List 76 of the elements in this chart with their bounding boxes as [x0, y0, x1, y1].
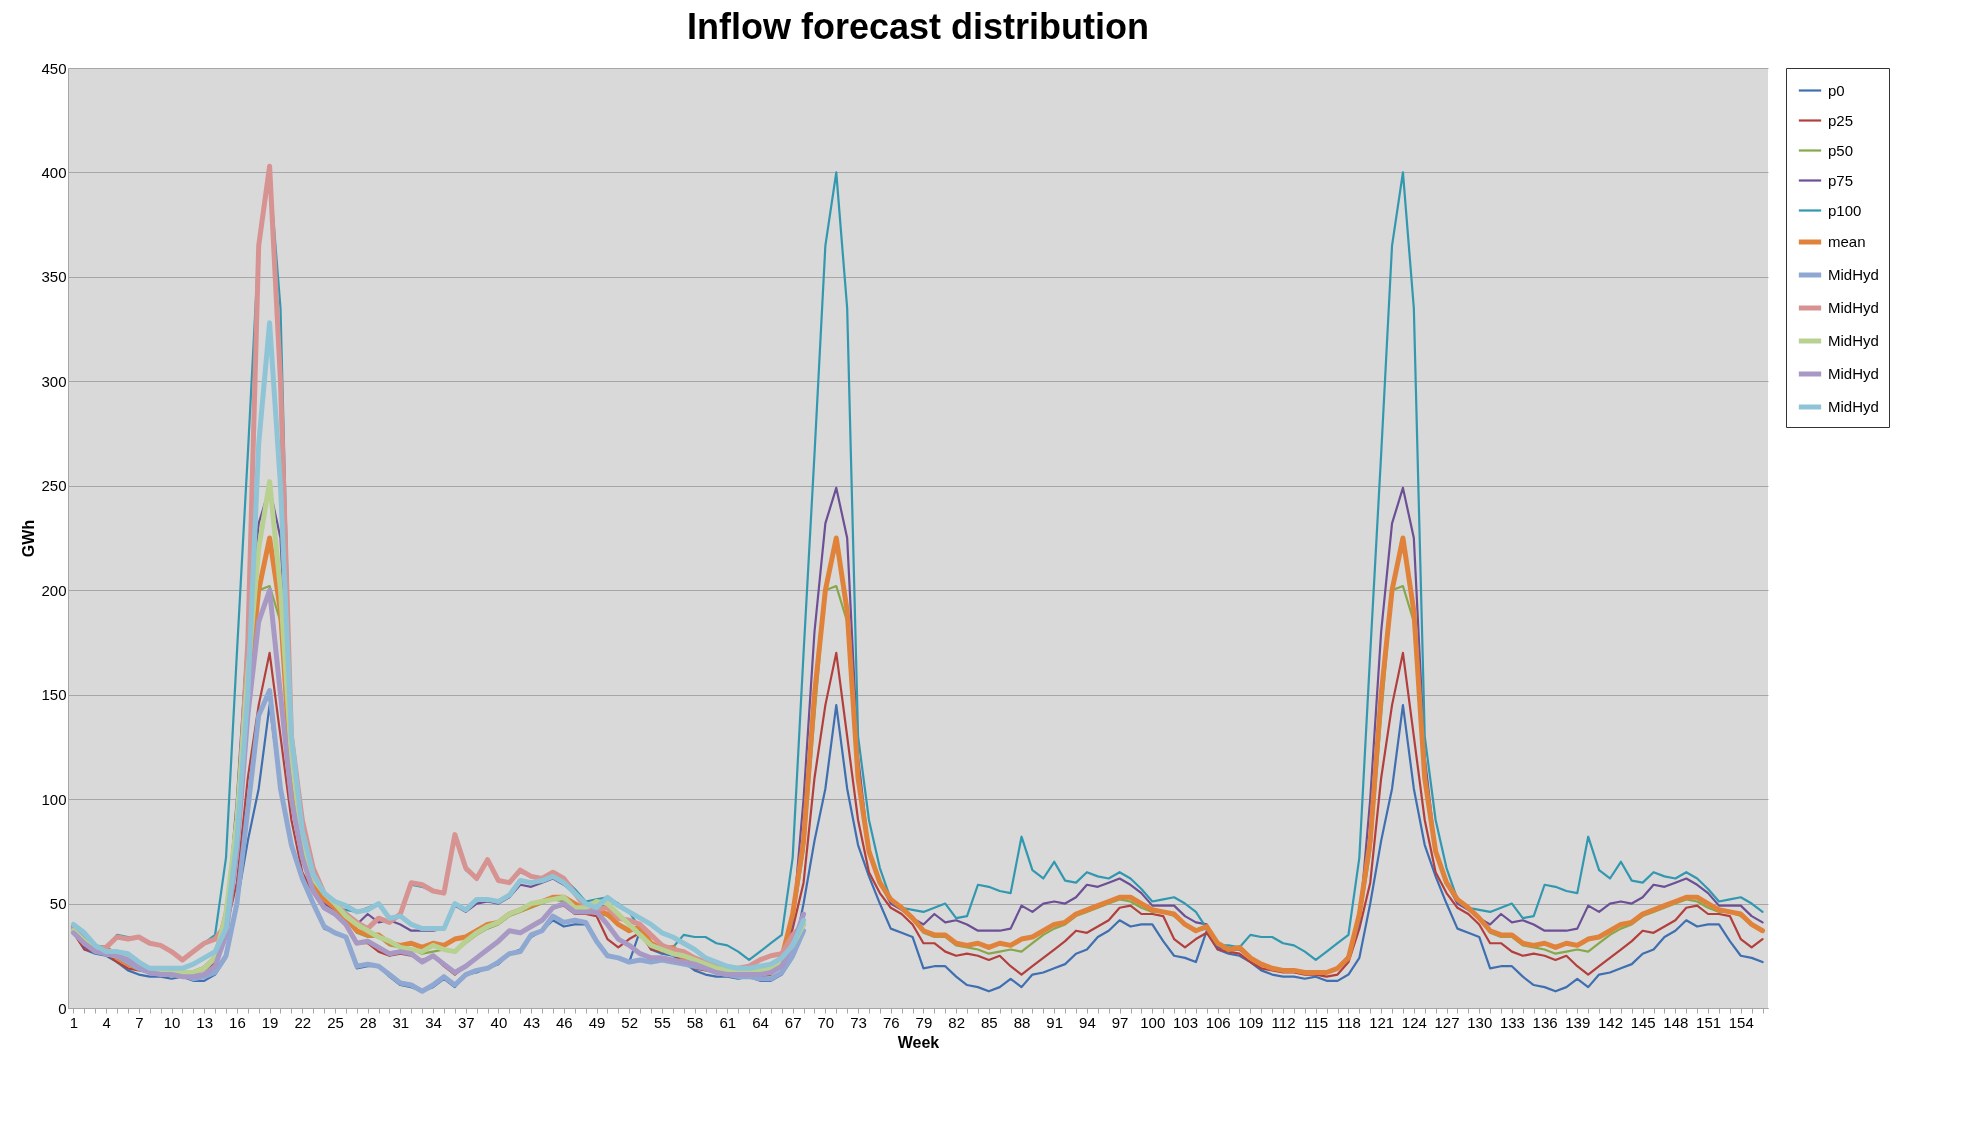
x-tick-label: 148: [1663, 1013, 1689, 1031]
y-tick-label: 250: [41, 477, 67, 495]
y-tick-label: 300: [41, 372, 67, 390]
x-tick-label: 115: [1304, 1013, 1329, 1031]
x-tick-label: 4: [102, 1013, 111, 1031]
x-tick-label: 79: [915, 1013, 933, 1031]
legend-label: p75: [1828, 171, 1854, 189]
x-tick-label: 94: [1079, 1013, 1096, 1031]
legend-label: p25: [1828, 111, 1854, 129]
legend-label: p50: [1828, 141, 1854, 159]
x-tick-label: 22: [294, 1013, 312, 1031]
x-tick-label: 112: [1271, 1013, 1296, 1031]
x-tick-label: 109: [1238, 1013, 1264, 1031]
y-tick-label: 350: [41, 268, 67, 286]
x-tick-label: 130: [1467, 1013, 1493, 1031]
x-tick-label: 67: [784, 1013, 802, 1031]
legend-label: p0: [1828, 81, 1845, 99]
y-tick-label: 200: [41, 581, 67, 599]
x-tick-label: 76: [882, 1013, 900, 1031]
y-tick-label: 0: [58, 999, 67, 1017]
chart-title: Inflow forecast distribution: [686, 6, 1150, 47]
y-tick-label: 450: [41, 59, 67, 77]
x-tick-label: 40: [490, 1013, 508, 1031]
x-tick-label: 154: [1728, 1013, 1754, 1031]
x-tick-label: 82: [948, 1013, 965, 1031]
x-tick-label: 91: [1046, 1013, 1064, 1031]
legend-label: MidHyd: [1828, 332, 1879, 349]
x-tick-label: 61: [719, 1013, 737, 1031]
x-tick-label: 10: [163, 1013, 181, 1031]
x-tick-label: 37: [457, 1013, 475, 1031]
legend-label: p100: [1828, 201, 1862, 219]
x-tick-label: 31: [392, 1013, 410, 1031]
x-tick-label: 133: [1499, 1013, 1525, 1031]
x-tick-label: 49: [588, 1013, 606, 1031]
x-tick-label: 7: [135, 1013, 144, 1031]
x-tick-label: 124: [1401, 1013, 1427, 1031]
x-tick-label: 73: [850, 1013, 867, 1031]
x-tick-label: 28: [359, 1013, 377, 1031]
y-tick-label: 400: [41, 163, 67, 181]
x-tick-label: 97: [1111, 1013, 1129, 1031]
x-tick-label: 85: [980, 1013, 998, 1031]
x-tick-label: 34: [425, 1013, 442, 1031]
x-tick-label: 100: [1140, 1013, 1166, 1031]
x-tick-label: 58: [686, 1013, 704, 1031]
x-tick-label: 19: [261, 1013, 279, 1031]
y-tick-label: 150: [41, 686, 67, 704]
x-tick-label: 139: [1565, 1013, 1591, 1031]
x-tick-label: 43: [523, 1013, 540, 1031]
legend-label: MidHyd: [1828, 365, 1879, 382]
x-tick-label: 1: [69, 1013, 79, 1031]
x-tick-label: 46: [555, 1013, 573, 1031]
x-tick-label: 64: [752, 1013, 769, 1031]
x-tick-label: 13: [196, 1013, 214, 1031]
x-tick-label: 88: [1013, 1013, 1031, 1031]
legend-label: MidHyd: [1828, 398, 1879, 415]
x-axis-title: Week: [897, 1033, 940, 1051]
x-tick-label: 118: [1336, 1013, 1361, 1031]
x-tick-label: 136: [1532, 1013, 1558, 1031]
x-tick-label: 16: [229, 1013, 246, 1031]
x-tick-label: 25: [327, 1013, 344, 1031]
x-tick-label: 145: [1630, 1013, 1656, 1031]
x-tick-label: 142: [1597, 1013, 1623, 1031]
legend-label: MidHyd: [1828, 266, 1879, 283]
x-tick-label: 121: [1369, 1013, 1395, 1031]
x-tick-label: 70: [817, 1013, 835, 1031]
x-tick-label: 106: [1205, 1013, 1231, 1031]
legend-label: mean: [1828, 233, 1866, 250]
y-tick-label: 50: [49, 895, 67, 913]
x-tick-label: 151: [1696, 1013, 1722, 1031]
x-tick-label: 103: [1172, 1013, 1198, 1031]
x-tick-label: 55: [654, 1013, 671, 1031]
y-axis-title: GWh: [20, 519, 38, 558]
x-tick-label: 127: [1434, 1013, 1460, 1031]
legend-label: MidHyd: [1828, 299, 1879, 316]
x-tick-label: 52: [621, 1013, 639, 1031]
y-tick-label: 100: [41, 790, 67, 808]
